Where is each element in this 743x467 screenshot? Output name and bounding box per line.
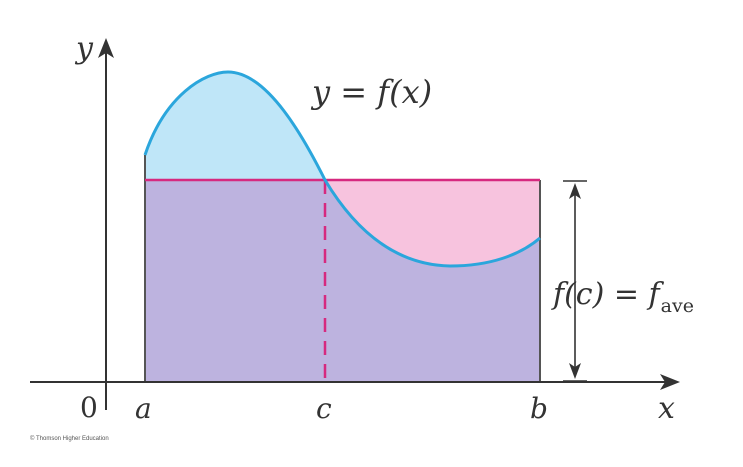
tick-label-a: a <box>135 392 152 425</box>
y-axis-arrow-icon <box>98 38 114 58</box>
curve-label: y = f(x) <box>310 73 432 111</box>
function-curve <box>143 70 541 268</box>
tick-label-b: b <box>530 392 548 425</box>
average-value-subscript: ave <box>661 295 694 317</box>
tick-label-c: c <box>316 392 332 425</box>
origin-label: 0 <box>80 391 98 424</box>
average-value-lhs: f(c) = f <box>551 277 665 312</box>
height-arrow-up-icon <box>569 183 581 199</box>
copyright-credit: © Thomson Higher Education <box>30 435 109 442</box>
y-axis-label: y <box>74 31 94 66</box>
height-arrow-down-icon <box>569 363 581 379</box>
x-axis-label: x <box>658 391 675 426</box>
x-axis-arrow-icon <box>660 374 680 390</box>
average-value-label: f(c) = fave <box>551 277 694 317</box>
